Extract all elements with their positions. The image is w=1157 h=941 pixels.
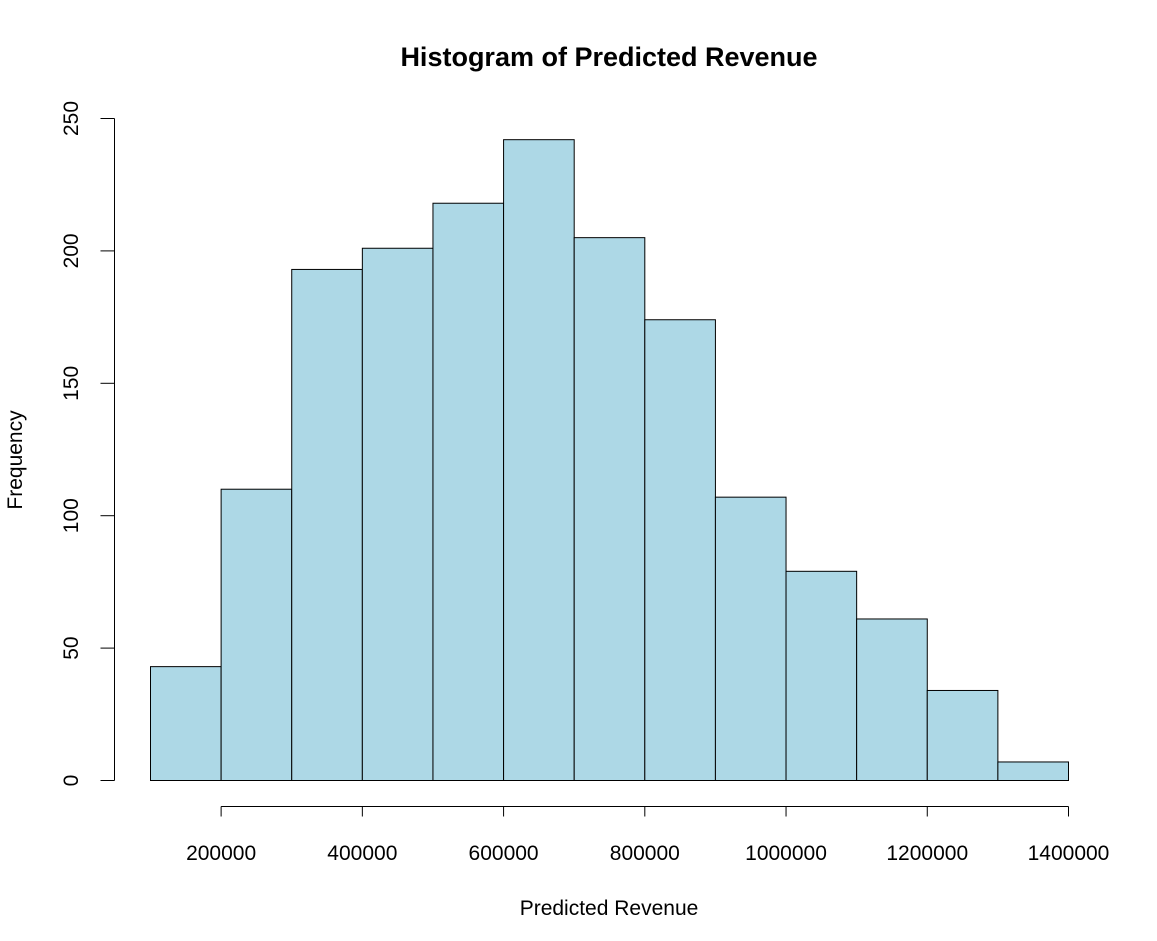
x-tick-label: 200000: [186, 842, 256, 865]
y-tick-label: 100: [60, 498, 83, 533]
histogram-bar: [997, 761, 1070, 781]
histogram-bar: [573, 237, 646, 782]
histogram-bar: [150, 666, 222, 781]
x-axis-label: Predicted Revenue: [520, 897, 699, 920]
x-tick-label: 1400000: [1028, 842, 1110, 865]
y-tick-label: 200: [60, 233, 83, 268]
y-tick-label: 50: [60, 636, 83, 659]
histogram-bar: [361, 247, 434, 781]
y-axis-label: Frequency: [4, 410, 27, 510]
histogram-bar: [856, 618, 928, 781]
chart-title: Histogram of Predicted Revenue: [400, 42, 817, 72]
y-tick-label: 0: [60, 775, 83, 787]
x-tick-label: 1200000: [886, 842, 968, 865]
y-axis: 0 50 100 150 200 250: [60, 101, 115, 786]
x-tick-label: 1000000: [745, 842, 827, 865]
x-tick-label: 600000: [469, 842, 539, 865]
y-tick-label: 150: [60, 366, 83, 401]
bars-layer: [150, 139, 1070, 782]
histogram-bar: [644, 319, 716, 781]
histogram-bar: [291, 268, 363, 781]
x-tick-label: 400000: [327, 842, 397, 865]
histogram-bar: [432, 202, 505, 781]
histogram-bar: [785, 570, 858, 781]
histogram-bar: [926, 689, 999, 782]
x-axis: 200000 400000 600000 800000 1000000 1200000 14…: [186, 806, 1110, 865]
histogram-bar: [503, 139, 575, 781]
histogram-bar: [714, 496, 787, 781]
histogram-bar: [220, 488, 293, 781]
y-tick-label: 250: [60, 101, 83, 136]
x-tick-label: 800000: [610, 842, 680, 865]
